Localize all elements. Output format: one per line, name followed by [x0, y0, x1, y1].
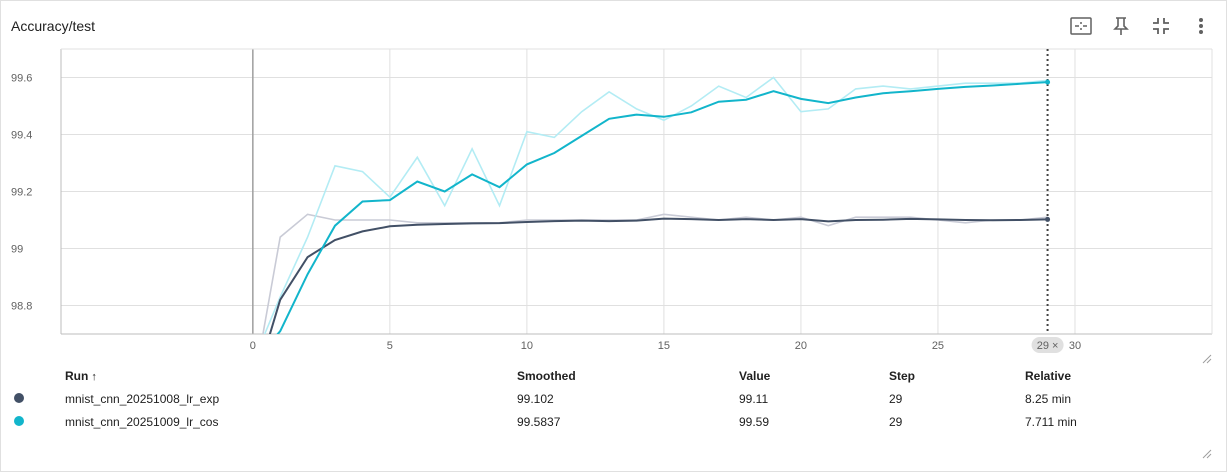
- fit-domain-icon[interactable]: [1068, 13, 1094, 39]
- smoothed-value: 99.102: [517, 391, 554, 406]
- collapse-icon[interactable]: [1148, 13, 1174, 39]
- hover-point-0: [1045, 216, 1051, 222]
- table-resize-handle[interactable]: [1201, 448, 1213, 460]
- step-value: 29: [889, 414, 903, 429]
- chart-axes: 98.8 99 99.2 99.4 99.6 0 5 10 15 20 25 30: [11, 48, 1213, 352]
- chart-resize-handle[interactable]: [1201, 353, 1213, 365]
- y-tick-label: 98.8: [11, 301, 32, 313]
- y-tick-label: 99.2: [11, 187, 32, 199]
- line-chart[interactable]: 98.8 99 99.2 99.4 99.6 0 5 10 15 20 25 30 29 ×: [1, 45, 1227, 361]
- hover-step-badge: [1031, 337, 1064, 353]
- hover-indicator: 29 ×: [1031, 49, 1064, 353]
- hover-point-1: [1045, 79, 1051, 85]
- run-name: mnist_cnn_20251009_lr_cos: [65, 414, 219, 429]
- table-row[interactable]: mnist_cnn_20251008_lr_exp 99.102 99.11 2…: [1, 387, 1205, 410]
- step-column-header: Step: [889, 369, 916, 383]
- y-tick-label: 99.6: [11, 73, 32, 85]
- x-tick-label: 10: [521, 340, 533, 352]
- pin-icon[interactable]: [1108, 13, 1134, 39]
- x-tick-label: 25: [932, 340, 944, 352]
- run-color-dot[interactable]: [14, 415, 24, 426]
- x-tick-label: 30: [1069, 340, 1081, 352]
- series-raw-line-1: [263, 76, 1048, 334]
- sort-arrow-icon[interactable]: ↑: [91, 371, 97, 383]
- smoothed-value: 99.5837: [517, 414, 561, 429]
- series-smoothed-line-1: [276, 81, 1048, 334]
- y-tick-label: 99: [11, 244, 23, 256]
- value-column-header: Value: [739, 369, 771, 383]
- x-tick-label: 20: [795, 340, 807, 352]
- card-toolbar: [1068, 13, 1214, 39]
- run-name: mnist_cnn_20251008_lr_exp: [65, 391, 220, 406]
- hover-step-label: 29 ×: [1037, 340, 1059, 352]
- table-header-row: Run ↑ Smoothed Value Step Relative: [1, 365, 1205, 387]
- chart-lines: [262, 76, 1048, 334]
- relative-time: 7.711 min: [1025, 414, 1077, 429]
- series-group: [262, 76, 1048, 334]
- series-smoothed-line-0: [268, 217, 1048, 334]
- step-value: 29: [889, 391, 903, 406]
- run-color-dot[interactable]: [14, 392, 24, 403]
- raw-value: 99.11: [739, 391, 769, 406]
- x-tick-label: 0: [250, 340, 256, 352]
- table-row[interactable]: mnist_cnn_20251009_lr_cos 99.5837 99.59 …: [1, 410, 1205, 433]
- card-title: Accuracy/test: [11, 18, 96, 34]
- series-raw-line-0: [262, 213, 1048, 334]
- runs-table: Run ↑ Smoothed Value Step Relative mnist_…: [1, 365, 1205, 433]
- raw-value: 99.59: [739, 414, 770, 429]
- more-vert-icon[interactable]: [1188, 13, 1214, 39]
- relative-time: 8.25 min: [1025, 391, 1072, 406]
- relative-column-header: Relative: [1025, 369, 1072, 383]
- x-tick-label: 15: [658, 340, 670, 352]
- chart-grid: [61, 49, 1212, 334]
- run-column-header[interactable]: Run ↑: [65, 369, 97, 383]
- x-tick-label: 5: [387, 340, 393, 352]
- smoothed-column-header: Smoothed: [517, 369, 576, 383]
- y-tick-label: 99.4: [11, 130, 32, 142]
